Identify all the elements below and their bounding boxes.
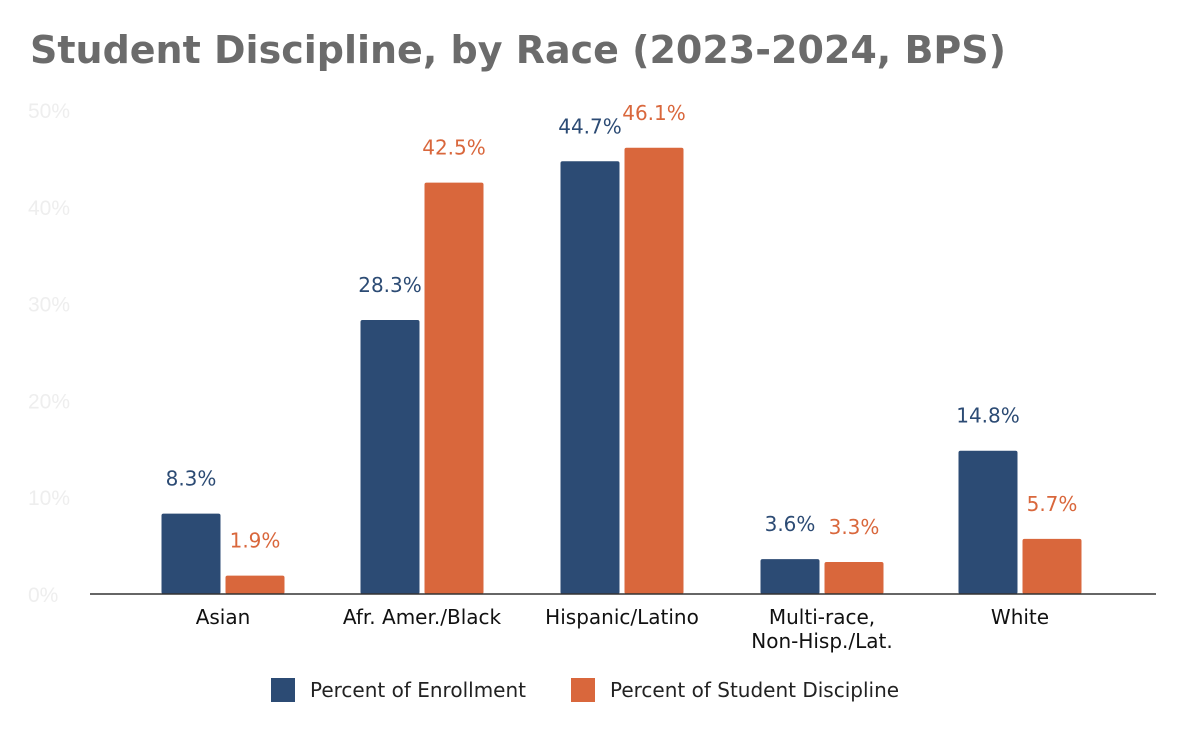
category-labels: Asian Afr. Amer./Black Hispanic/Latino Mult…	[196, 605, 1049, 653]
data-label: 5.7%	[1027, 492, 1078, 516]
data-label: 44.7%	[558, 114, 622, 138]
y-tick-label: 30%	[28, 294, 70, 317]
legend-swatch	[571, 678, 595, 702]
legend-label: Percent of Enrollment	[310, 678, 526, 702]
chart-title: Student Discipline, by Race (2023-2024, …	[30, 28, 1006, 72]
legend-swatch	[271, 678, 295, 702]
category-label: Afr. Amer./Black	[343, 605, 502, 629]
y-tick-label: 40%	[28, 197, 70, 220]
data-label: 46.1%	[622, 101, 686, 125]
bar-enrollment	[161, 513, 221, 594]
category-label: Multi-race,	[769, 605, 875, 629]
data-label: 3.3%	[829, 515, 880, 539]
category-label: Asian	[196, 605, 251, 629]
data-label: 14.8%	[956, 404, 1020, 428]
y-tick-label: 0%	[28, 584, 58, 607]
bars	[161, 147, 1082, 594]
data-label: 42.5%	[422, 136, 486, 160]
bar-discipline	[624, 147, 684, 594]
data-labels: 8.3% 28.3% 44.7% 3.6% 14.8% 1.9% 42.5% 46.1% 3.3…	[166, 101, 1078, 553]
y-axis-ticks: 0% 10% 20% 30% 40% 50%	[28, 100, 70, 607]
y-tick-label: 20%	[28, 390, 70, 413]
bar-enrollment	[958, 450, 1018, 594]
data-label: 1.9%	[230, 529, 281, 553]
category-label: White	[991, 605, 1049, 629]
bar-enrollment	[360, 320, 420, 594]
y-tick-label: 10%	[28, 487, 70, 510]
data-label: 28.3%	[358, 273, 422, 297]
bar-discipline	[824, 562, 884, 594]
data-label: 3.6%	[765, 512, 816, 536]
bar-enrollment	[560, 161, 620, 594]
y-tick-label: 50%	[28, 100, 70, 123]
bar-discipline	[225, 575, 285, 594]
bar-discipline	[1022, 538, 1082, 594]
category-label: Non-Hisp./Lat.	[751, 629, 893, 653]
legend-label: Percent of Student Discipline	[610, 678, 899, 702]
category-label: Hispanic/Latino	[545, 605, 699, 629]
legend: Percent of Enrollment Percent of Student …	[271, 678, 899, 702]
bar-enrollment	[760, 559, 820, 594]
data-label: 8.3%	[166, 467, 217, 491]
bar-discipline	[424, 182, 484, 594]
